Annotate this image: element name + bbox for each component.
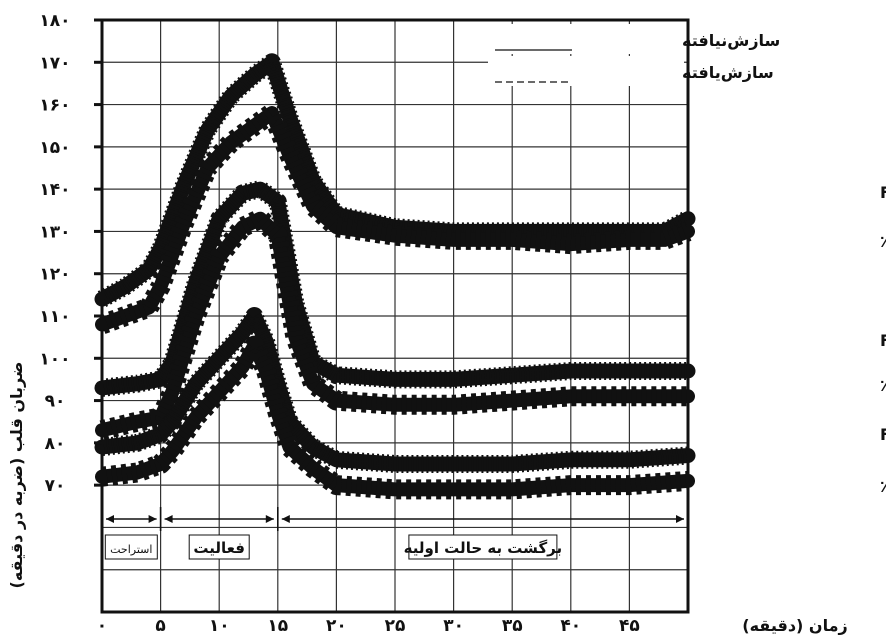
- x-tick-label: ۵: [155, 616, 165, 636]
- series-line-0-solid: [94, 54, 696, 307]
- series-edge-4: [100, 307, 689, 473]
- y-tick-label: ۱۷۰: [39, 53, 70, 73]
- y-tick-label: ۱۴۰: [39, 180, 70, 200]
- phase-arrow-head-right: [265, 515, 274, 523]
- y-axis-label: ضربان قلب (ضربه در دقیقه): [7, 362, 26, 589]
- x-axis-label: زمان (دقیقه): [742, 616, 847, 635]
- phase-label: استراحت: [110, 543, 152, 556]
- x-tick-label: ۲۵: [385, 616, 406, 636]
- x-tick-label: ۴۵: [619, 616, 640, 636]
- condition-temp: دمای هوا = ۹۰° F: [880, 331, 886, 350]
- y-tick-label: ۸۰: [45, 434, 66, 454]
- y-tick-label: ۱۵۰: [39, 138, 70, 158]
- series-edge-3: [99, 208, 688, 440]
- phase-label-box: [408, 534, 558, 560]
- legend-label: سازش‌نیافته: [682, 31, 780, 50]
- y-tick-label: ۱۳۰: [39, 222, 70, 242]
- x-tick-label: ۱۵: [267, 616, 288, 636]
- y-tick-label: ۹۰: [45, 392, 66, 412]
- x-tick-label: ۱۰: [209, 616, 230, 636]
- legend: سازش‌نیافته سازش‌یافته: [488, 24, 780, 86]
- phase-label: فعالیت: [193, 539, 245, 557]
- x-tick-label: ۰: [97, 616, 107, 636]
- condition-humidity: رطوبت نسبی = ۶۰٪: [880, 477, 886, 496]
- phase-arrow-head-left: [106, 515, 114, 523]
- y-tick-label: ۱۱۰: [39, 307, 70, 327]
- x-tick-label: ۴۰: [560, 616, 581, 636]
- condition-temp: دمای هوا = ۸۰° F: [880, 425, 886, 444]
- series-edge-5: [100, 335, 689, 500]
- phase-arrow-head-right: [676, 515, 684, 523]
- phase-label: برگشت به حالت اولیه: [404, 539, 563, 557]
- condition-humidity: رطوبت نسبی = ۹۰٪: [880, 232, 886, 251]
- phase-arrow-head-left: [281, 515, 290, 523]
- y-tick-label: ۱۰۰: [39, 349, 70, 369]
- x-tick-label: ۳۵: [502, 616, 523, 636]
- x-tick-label: ۳۰: [443, 616, 464, 636]
- y-tick-label: ۱۸۰: [39, 11, 70, 31]
- x-tick-label: ۲۰: [326, 616, 347, 636]
- y-tick-label: ۷۰: [45, 476, 66, 496]
- phase-markers: استراحت فعالیت برگشت به حالت اولیه: [104, 507, 684, 560]
- condition-humidity: رطوبت نسبی = ۶۵٪: [880, 376, 886, 395]
- y-tick-label: ۱۶۰: [39, 96, 70, 116]
- series-edge-1: [98, 103, 692, 334]
- y-tick-label: ۱۲۰: [39, 265, 70, 285]
- legend-bg: [488, 24, 684, 54]
- condition-temp: دمای هوا = ۹۵° F: [880, 183, 886, 202]
- legend-label: سازش‌یافته: [682, 63, 774, 82]
- phase-arrow-head-left: [164, 515, 173, 523]
- condition-labels: دمای هوا = ۹۵° F رطوبت نسبی = ۹۰٪ دمای هوا…: [880, 183, 886, 496]
- phase-arrow-head-right: [148, 515, 157, 523]
- y-axis-ticks: ۷۰ ۸۰ ۹۰ ۱۰۰ ۱۱۰ ۱۲۰ ۱۳۰ ۱۴۰ ۱۵۰ ۱۶۰ ۱۷۰ ۱۸۰: [39, 11, 102, 496]
- phase-label-box: [188, 534, 250, 560]
- legend-bg: [488, 56, 684, 86]
- phase-label-box: [104, 534, 158, 560]
- x-axis-ticks: ۰ ۵ ۱۰ ۱۵ ۲۰ ۲۵ ۳۰ ۳۵ ۴۰ ۴۵: [97, 616, 640, 636]
- series-layer: [94, 53, 696, 500]
